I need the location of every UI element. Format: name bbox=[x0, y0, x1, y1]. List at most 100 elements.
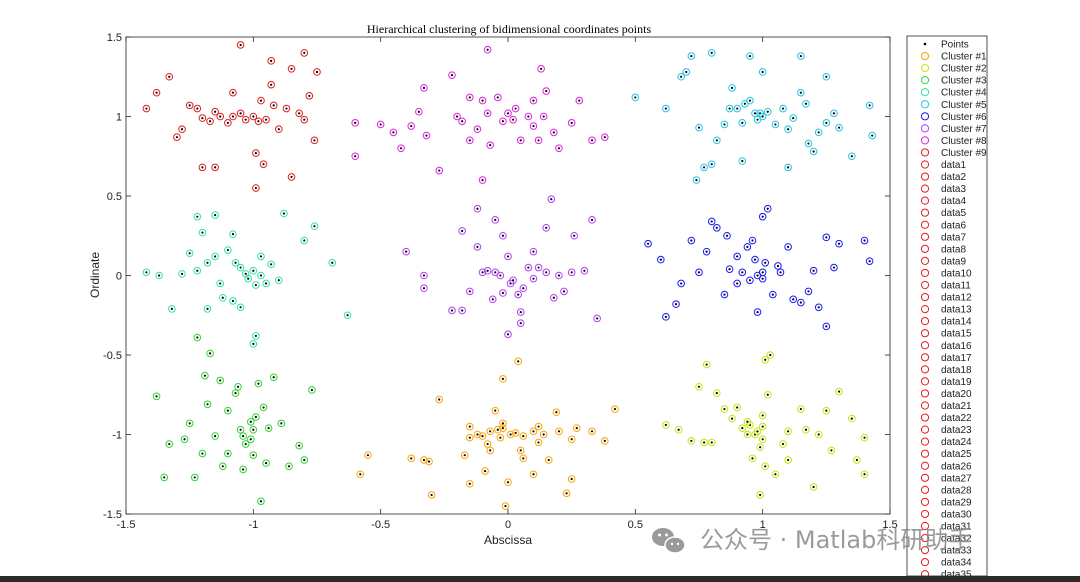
cluster-marker bbox=[486, 427, 494, 436]
cluster-marker bbox=[830, 263, 838, 272]
cluster-marker bbox=[733, 104, 742, 113]
data-point bbox=[743, 102, 746, 105]
cluster-marker bbox=[198, 114, 207, 122]
cluster-marker bbox=[178, 270, 186, 278]
data-point bbox=[646, 242, 650, 245]
data-point bbox=[664, 315, 667, 318]
data-point bbox=[346, 314, 349, 317]
cluster-marker bbox=[797, 405, 805, 413]
cluster-marker bbox=[514, 290, 522, 299]
cluster-marker bbox=[249, 266, 258, 275]
data-point bbox=[239, 266, 242, 269]
cluster-marker bbox=[784, 427, 792, 436]
data-point bbox=[410, 457, 413, 460]
data-point bbox=[501, 291, 505, 295]
data-point bbox=[522, 287, 525, 290]
cluster-marker bbox=[534, 263, 543, 272]
data-point bbox=[427, 460, 431, 463]
data-point bbox=[634, 96, 637, 99]
data-point bbox=[728, 107, 731, 110]
data-point bbox=[527, 115, 530, 118]
legend-marker-circle bbox=[920, 546, 930, 555]
cluster-marker bbox=[152, 88, 161, 97]
legend-marker-circle bbox=[920, 88, 930, 97]
cluster-marker bbox=[758, 112, 767, 121]
cluster-marker bbox=[524, 112, 533, 121]
cluster-marker bbox=[534, 136, 543, 145]
cluster-marker bbox=[550, 293, 558, 302]
cluster-marker bbox=[860, 433, 869, 442]
legend-marker-circle bbox=[920, 353, 930, 362]
data-point bbox=[226, 452, 229, 455]
data-point bbox=[201, 231, 204, 234]
cluster-marker bbox=[216, 279, 225, 288]
data-point bbox=[557, 274, 561, 277]
legend-entry-label: data35 bbox=[941, 570, 972, 576]
cluster-marker bbox=[152, 392, 161, 401]
data-point bbox=[855, 458, 858, 462]
series-cluster-2 bbox=[662, 351, 869, 499]
cluster-marker bbox=[567, 475, 576, 483]
data-point bbox=[476, 207, 479, 210]
data-point bbox=[532, 430, 535, 433]
data-point bbox=[680, 282, 683, 285]
cluster-marker bbox=[422, 131, 431, 140]
data-point bbox=[310, 388, 314, 392]
cluster-marker bbox=[580, 266, 589, 275]
data-point bbox=[545, 89, 548, 93]
data-point bbox=[736, 282, 739, 285]
legend-entry-label: data34 bbox=[941, 558, 972, 569]
cluster-marker bbox=[707, 217, 716, 226]
data-point bbox=[674, 303, 678, 306]
cluster-marker bbox=[241, 440, 250, 448]
cluster-marker bbox=[198, 228, 207, 237]
cluster-marker bbox=[822, 72, 831, 81]
cluster-marker bbox=[695, 123, 703, 132]
data-point bbox=[270, 83, 273, 86]
data-point bbox=[379, 123, 382, 126]
cluster-marker bbox=[142, 104, 151, 113]
cluster-marker bbox=[860, 236, 869, 245]
data-point bbox=[221, 465, 224, 468]
cluster-marker bbox=[389, 128, 398, 137]
legend-entry-label: data16 bbox=[941, 341, 972, 352]
cluster-marker bbox=[657, 255, 665, 264]
cluster-marker bbox=[567, 268, 576, 277]
cluster-marker bbox=[758, 422, 767, 431]
legend-entry-label: data26 bbox=[941, 461, 972, 472]
data-point bbox=[201, 166, 204, 169]
cluster-marker bbox=[252, 184, 260, 192]
cluster-marker bbox=[397, 144, 405, 153]
data-point bbox=[552, 131, 555, 134]
data-point bbox=[751, 239, 754, 242]
data-point bbox=[575, 427, 578, 430]
data-point bbox=[264, 118, 268, 121]
cluster-marker bbox=[282, 104, 291, 113]
data-point bbox=[180, 272, 184, 276]
data-point bbox=[455, 115, 459, 118]
data-point bbox=[208, 120, 212, 123]
cluster-marker bbox=[224, 449, 232, 458]
cluster-marker bbox=[562, 489, 571, 498]
data-point bbox=[731, 417, 734, 420]
data-point bbox=[690, 54, 693, 58]
legend-marker-circle bbox=[920, 208, 930, 217]
data-point bbox=[280, 422, 283, 425]
legend-marker-circle bbox=[920, 136, 930, 145]
cluster-marker bbox=[211, 252, 219, 261]
data-point bbox=[496, 96, 499, 99]
legend-entry-label: data30 bbox=[941, 509, 972, 520]
data-point bbox=[239, 43, 242, 47]
cluster-marker bbox=[478, 96, 487, 105]
y-tick-label: 0 bbox=[116, 271, 122, 283]
data-point bbox=[168, 442, 171, 446]
cluster-marker bbox=[231, 258, 240, 267]
data-point bbox=[272, 104, 275, 107]
data-point bbox=[603, 439, 606, 442]
data-point bbox=[486, 269, 489, 272]
cluster-marker bbox=[473, 204, 482, 213]
cluster-marker bbox=[376, 120, 385, 129]
data-point bbox=[705, 363, 708, 366]
data-point bbox=[315, 70, 319, 74]
data-point bbox=[226, 409, 229, 412]
